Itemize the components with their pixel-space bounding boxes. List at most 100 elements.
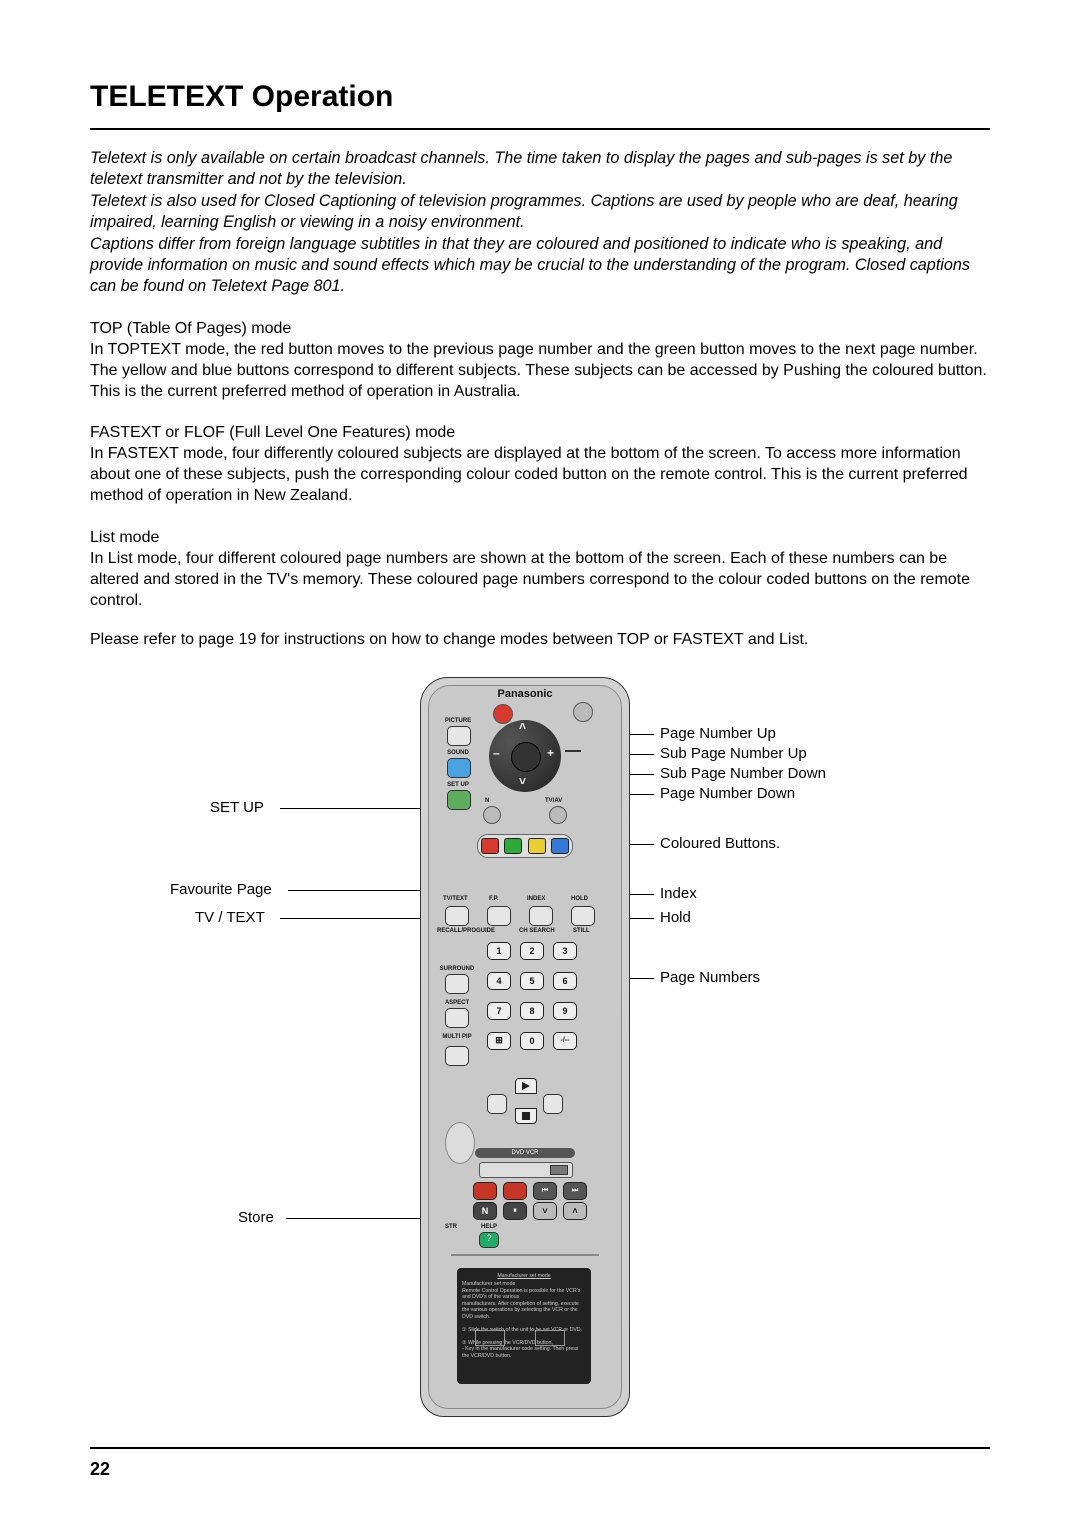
section-top-head: TOP (Table Of Pages) mode: [90, 318, 990, 339]
hold-button[interactable]: [571, 906, 595, 926]
surround-button[interactable]: [445, 974, 469, 994]
hold-label: HOLD: [571, 896, 588, 902]
play-button[interactable]: [515, 1078, 537, 1094]
chsearch-label: CH SEARCH: [519, 928, 555, 934]
num-4[interactable]: 4: [487, 972, 511, 990]
label-favourite-page: Favourite Page: [170, 881, 272, 898]
recall-label: RECALL/PROGUIDE: [437, 928, 475, 934]
help-button[interactable]: ?: [479, 1232, 499, 1248]
play-icon: [522, 1082, 530, 1090]
num-9[interactable]: 9: [553, 1002, 577, 1020]
red-button[interactable]: [481, 838, 499, 854]
num-1[interactable]: 1: [487, 942, 511, 960]
tvav-button[interactable]: [549, 806, 567, 824]
fp-button[interactable]: [487, 906, 511, 926]
label-index: Index: [660, 885, 697, 902]
aspect-button[interactable]: [445, 1008, 469, 1028]
num-plus[interactable]: ⊞: [487, 1032, 511, 1050]
intro-line-1: Teletext is only available on certain br…: [90, 149, 952, 188]
index-button[interactable]: [529, 906, 553, 926]
title-rule: [90, 128, 990, 130]
slider-knob[interactable]: [550, 1165, 568, 1175]
label-hold: Hold: [660, 909, 691, 926]
label-page-up: Page Number Up: [660, 725, 776, 742]
info-head: Manufacturer set mode: [462, 1273, 586, 1280]
pause-button[interactable]: ⏸: [503, 1202, 527, 1220]
yellow-button[interactable]: [528, 838, 546, 854]
blue-button[interactable]: [551, 838, 569, 854]
rewind-button[interactable]: [487, 1094, 507, 1114]
num-5[interactable]: 5: [520, 972, 544, 990]
info-slider-1-icon: [475, 1330, 505, 1346]
colour-buttons-row: [477, 834, 573, 858]
section-fastext-body: In FASTEXT mode, four differently colour…: [90, 445, 968, 504]
ffwd-button[interactable]: [543, 1094, 563, 1114]
dpad-center[interactable]: [511, 742, 541, 772]
n-label: N: [485, 798, 489, 804]
volume-indicator-icon: [565, 750, 581, 752]
setup-button[interactable]: [447, 790, 471, 810]
rec-button[interactable]: [473, 1182, 497, 1200]
label-page-numbers: Page Numbers: [660, 969, 760, 986]
lead-store: [286, 1218, 441, 1219]
dpad[interactable]: ˄ ˅ – +: [489, 720, 561, 792]
n-button[interactable]: [483, 806, 501, 824]
remote-diagram: SET UP Favourite Page TV / TEXT Store Pa…: [90, 677, 990, 1417]
page-title: TELETEXT Operation: [90, 80, 990, 114]
num-6[interactable]: 6: [553, 972, 577, 990]
lower-n-button[interactable]: N: [473, 1202, 497, 1220]
label-sub-up: Sub Page Number Up: [660, 745, 807, 762]
num-7[interactable]: 7: [487, 1002, 511, 1020]
section-fastext: FASTEXT or FLOF (Full Level One Features…: [90, 422, 990, 506]
power2-button[interactable]: [503, 1182, 527, 1200]
aspect-label: ASPECT: [441, 1000, 473, 1006]
section-top-body: In TOPTEXT mode, the red button moves to…: [90, 341, 987, 400]
dvd-vcr-label: DVD VCR: [475, 1148, 575, 1158]
chevron-up-icon: ˄: [519, 719, 526, 733]
lower-row-1: ⏮ ⏭: [473, 1182, 587, 1200]
picture-button[interactable]: [447, 726, 471, 746]
brand-label: Panasonic: [421, 688, 629, 700]
num-2[interactable]: 2: [520, 942, 544, 960]
prev-track-button[interactable]: ⏮: [533, 1182, 557, 1200]
label-page-down: Page Number Down: [660, 785, 795, 802]
mute-button[interactable]: [573, 702, 593, 722]
multipip-button[interactable]: [445, 1046, 469, 1066]
num-3[interactable]: 3: [553, 942, 577, 960]
lower-up-button[interactable]: ˄: [563, 1202, 587, 1220]
stop-button[interactable]: [515, 1108, 537, 1124]
lower-v-button[interactable]: ˅: [533, 1202, 557, 1220]
numpad-row-3: 7 8 9: [487, 1002, 577, 1020]
label-store: Store: [238, 1209, 274, 1226]
label-setup: SET UP: [210, 799, 264, 816]
tvtext-button[interactable]: [445, 906, 469, 926]
setup-label: SET UP: [443, 782, 473, 788]
tvav-label: TV/AV: [545, 798, 562, 804]
numpad-row-1: 1 2 3: [487, 942, 577, 960]
section-fastext-head: FASTEXT or FLOF (Full Level One Features…: [90, 422, 990, 443]
num-0[interactable]: 0: [520, 1032, 544, 1050]
index-label: INDEX: [527, 896, 545, 902]
numpad-row-4: ⊞ 0 -/--: [487, 1032, 577, 1050]
still-label: STILL: [573, 928, 590, 934]
playback-cluster: [487, 1078, 563, 1134]
sound-label: SOUND: [443, 750, 473, 756]
info-body: Manufacturer set mode Remote Control Ope…: [462, 1281, 586, 1359]
next-track-button[interactable]: ⏭: [563, 1182, 587, 1200]
chevron-down-icon: ˅: [519, 774, 526, 788]
picture-label: PICTURE: [443, 718, 473, 724]
num-8[interactable]: 8: [520, 1002, 544, 1020]
num-dash[interactable]: -/--: [553, 1032, 577, 1050]
plus-icon: +: [547, 746, 554, 760]
intro-line-2: Teletext is also used for Closed Caption…: [90, 192, 958, 231]
remote-body: Panasonic PICTURE SOUND SET UP ˄ ˅ – +: [420, 677, 630, 1417]
lower-row-2: N ⏸ ˅ ˄: [473, 1202, 587, 1220]
blank-oval: [445, 1122, 475, 1164]
green-button[interactable]: [504, 838, 522, 854]
tvtext-label: TV/TEXT: [443, 896, 468, 902]
document-page: TELETEXT Operation Teletext is only avai…: [0, 0, 1080, 1520]
label-tv-text: TV / TEXT: [195, 909, 265, 926]
mode-change-note: Please refer to page 19 for instructions…: [90, 631, 990, 649]
sound-button[interactable]: [447, 758, 471, 778]
dvd-vcr-slider[interactable]: [479, 1162, 573, 1178]
